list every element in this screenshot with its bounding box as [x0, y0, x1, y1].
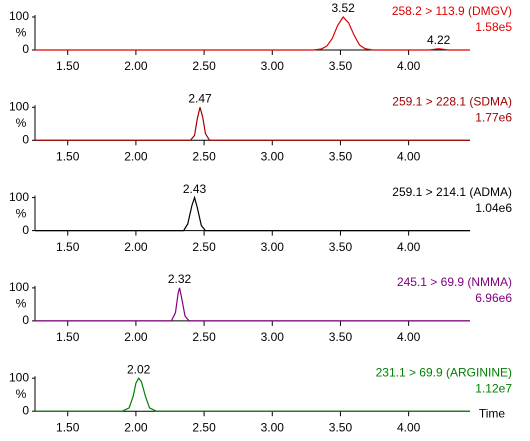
y-axis-label: %	[16, 116, 27, 130]
x-tick-label: 2.50	[192, 149, 216, 163]
peak-label: 2.47	[188, 91, 212, 105]
trace	[35, 16, 470, 51]
trace-title: 231.1 > 69.9 (ARGININE)	[376, 365, 512, 379]
x-tick-label: 3.00	[261, 59, 285, 73]
y-tick-label: 0	[22, 132, 29, 146]
y-tick-label: 100	[9, 370, 29, 384]
trace	[35, 287, 470, 322]
trace	[35, 195, 470, 232]
y-tick-label: 0	[22, 42, 29, 56]
x-tick-label: 4.00	[397, 240, 421, 254]
y-tick-label: 0	[22, 223, 29, 237]
x-tick-label: 3.00	[261, 420, 285, 434]
x-tick-label: 2.00	[124, 149, 148, 163]
x-tick-label: 2.00	[124, 59, 148, 73]
trace-title: 245.1 > 69.9 (NMMA)	[397, 275, 512, 289]
x-tick-label: 2.50	[192, 330, 216, 344]
x-tick-label: 3.00	[261, 149, 285, 163]
peak-label: 4.22	[427, 33, 451, 47]
trace-title: 259.1 > 228.1 (SDMA)	[392, 94, 512, 108]
x-tick-label: 2.00	[124, 330, 148, 344]
trace-intensity: 1.58e5	[475, 20, 512, 34]
peak-label: 2.02	[127, 362, 151, 376]
x-tick-label: 4.00	[397, 330, 421, 344]
x-tick-label: 2.50	[192, 240, 216, 254]
y-axis-label: %	[16, 297, 27, 311]
x-tick-label: 3.50	[329, 59, 353, 73]
x-tick-label: 1.50	[56, 59, 80, 73]
peak-label: 2.43	[183, 182, 207, 196]
x-tick-label: 3.50	[329, 420, 353, 434]
y-tick-label: 100	[9, 280, 29, 294]
x-tick-label: 2.50	[192, 420, 216, 434]
y-tick-label: 0	[22, 313, 29, 327]
x-tick-label: 2.00	[124, 240, 148, 254]
peak-label: 2.32	[168, 272, 192, 286]
trace-intensity: 1.04e6	[475, 201, 512, 215]
trace-title: 258.2 > 113.9 (DMGV)	[392, 4, 512, 18]
x-tick-label: 4.00	[397, 420, 421, 434]
trace	[35, 377, 470, 412]
y-axis-label: %	[16, 387, 27, 401]
x-tick-label: 3.50	[329, 330, 353, 344]
peak-label: 3.52	[332, 1, 356, 15]
trace-title: 259.1 > 214.1 (ADMA)	[392, 185, 512, 199]
x-tick-label: 1.50	[56, 330, 80, 344]
y-tick-label: 100	[9, 190, 29, 204]
trace-intensity: 1.12e7	[475, 381, 512, 395]
x-tick-label: 3.00	[261, 240, 285, 254]
trace-intensity: 6.96e6	[475, 291, 512, 305]
x-tick-label: 1.50	[56, 420, 80, 434]
trace-intensity: 1.77e6	[475, 110, 512, 124]
x-tick-label: 4.00	[397, 149, 421, 163]
x-tick-label: 2.50	[192, 59, 216, 73]
x-tick-label: 1.50	[56, 240, 80, 254]
x-tick-label: 2.00	[124, 420, 148, 434]
x-tick-label: 3.50	[329, 149, 353, 163]
x-tick-label: 3.50	[329, 240, 353, 254]
y-tick-label: 0	[22, 403, 29, 417]
y-tick-label: 100	[9, 9, 29, 23]
x-tick-label: 3.00	[261, 330, 285, 344]
y-axis-label: %	[16, 26, 27, 40]
x-axis-label: Time	[479, 406, 506, 420]
y-tick-label: 100	[9, 99, 29, 113]
x-tick-label: 4.00	[397, 59, 421, 73]
x-tick-label: 1.50	[56, 149, 80, 163]
y-axis-label: %	[16, 206, 27, 220]
trace	[35, 107, 470, 141]
